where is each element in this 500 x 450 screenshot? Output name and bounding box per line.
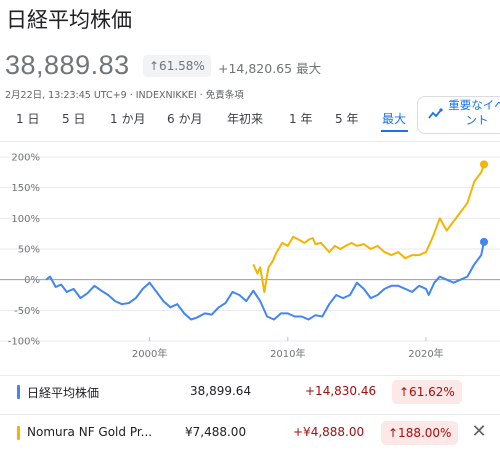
price-chart[interactable]: 200% 150% 100% 50% 0% -50% -100% 2000年 2010年 202… [0, 145, 500, 375]
key-events-button[interactable]: 重要なイベント [417, 96, 500, 134]
divider [0, 414, 500, 415]
legend-price: ¥7,488.00 [185, 425, 247, 439]
y-tick-label: 0% [24, 275, 40, 286]
series-line-nikkei [45, 241, 485, 321]
active-range-indicator [381, 130, 408, 132]
legend-row-nikkei[interactable]: 日経平均株価 38,899.64 +14,830.46 ↑61.62% [0, 375, 500, 411]
range-1y[interactable]: 1 年 [289, 112, 313, 126]
legend-row-gold[interactable]: Nomura NF Gold Pr... ¥7,488.00 +¥4,888.0… [0, 416, 500, 450]
series-line-gold [252, 164, 485, 293]
x-tick-label: 2010年 [270, 347, 305, 360]
y-tick-label: 50% [18, 245, 40, 256]
series-swatch-nikkei [17, 385, 20, 399]
legend-change: +¥4,888.00 [293, 425, 365, 439]
legend-pct-badge: ↑61.62% [392, 380, 462, 404]
y-tick-label: 150% [11, 183, 40, 194]
percent-change-badge: ↑61.58% [143, 55, 211, 77]
x-tick-label: 2000年 [132, 347, 167, 360]
y-tick-label: 100% [11, 214, 40, 225]
range-5d[interactable]: 5 日 [62, 112, 86, 126]
series-swatch-gold [17, 426, 20, 440]
key-events-label: 重要なイベント [448, 98, 500, 127]
range-1d[interactable]: 1 日 [16, 112, 40, 126]
remove-comparison-button[interactable]: ✕ [471, 421, 487, 442]
range-ytd[interactable]: 年初来 [227, 112, 264, 126]
range-5y[interactable]: 5 年 [335, 112, 359, 126]
current-price: 38,889.83 [5, 50, 130, 80]
legend-name: 日経平均株価 [27, 386, 100, 400]
absolute-change: +14,820.65 最大 [218, 61, 322, 76]
range-max[interactable]: 最大 [382, 112, 407, 126]
y-tick-label: 200% [11, 153, 40, 164]
page-title: 日経平均株価 [6, 8, 132, 32]
range-1m[interactable]: 1 か月 [110, 112, 146, 126]
divider [0, 141, 500, 142]
divider [0, 375, 500, 376]
quote-meta: 2月22日, 13:23:45 UTC+9 · INDEXNIKKEI · 免責… [5, 90, 244, 101]
x-tick-label: 2020年 [408, 347, 443, 360]
trend-events-icon [428, 108, 443, 119]
legend-pct-badge: ↑188.00% [381, 421, 459, 445]
legend-name: Nomura NF Gold Pr... [27, 425, 153, 439]
y-tick-label: -100% [8, 337, 40, 348]
y-tick-label: -50% [14, 306, 40, 317]
series-endpoint-gold [480, 160, 488, 169]
series-endpoint-nikkei [480, 237, 488, 246]
range-6m[interactable]: 6 か月 [167, 112, 203, 126]
legend-price: 38,899.64 [190, 384, 252, 398]
legend-change: +14,830.46 [305, 384, 377, 398]
